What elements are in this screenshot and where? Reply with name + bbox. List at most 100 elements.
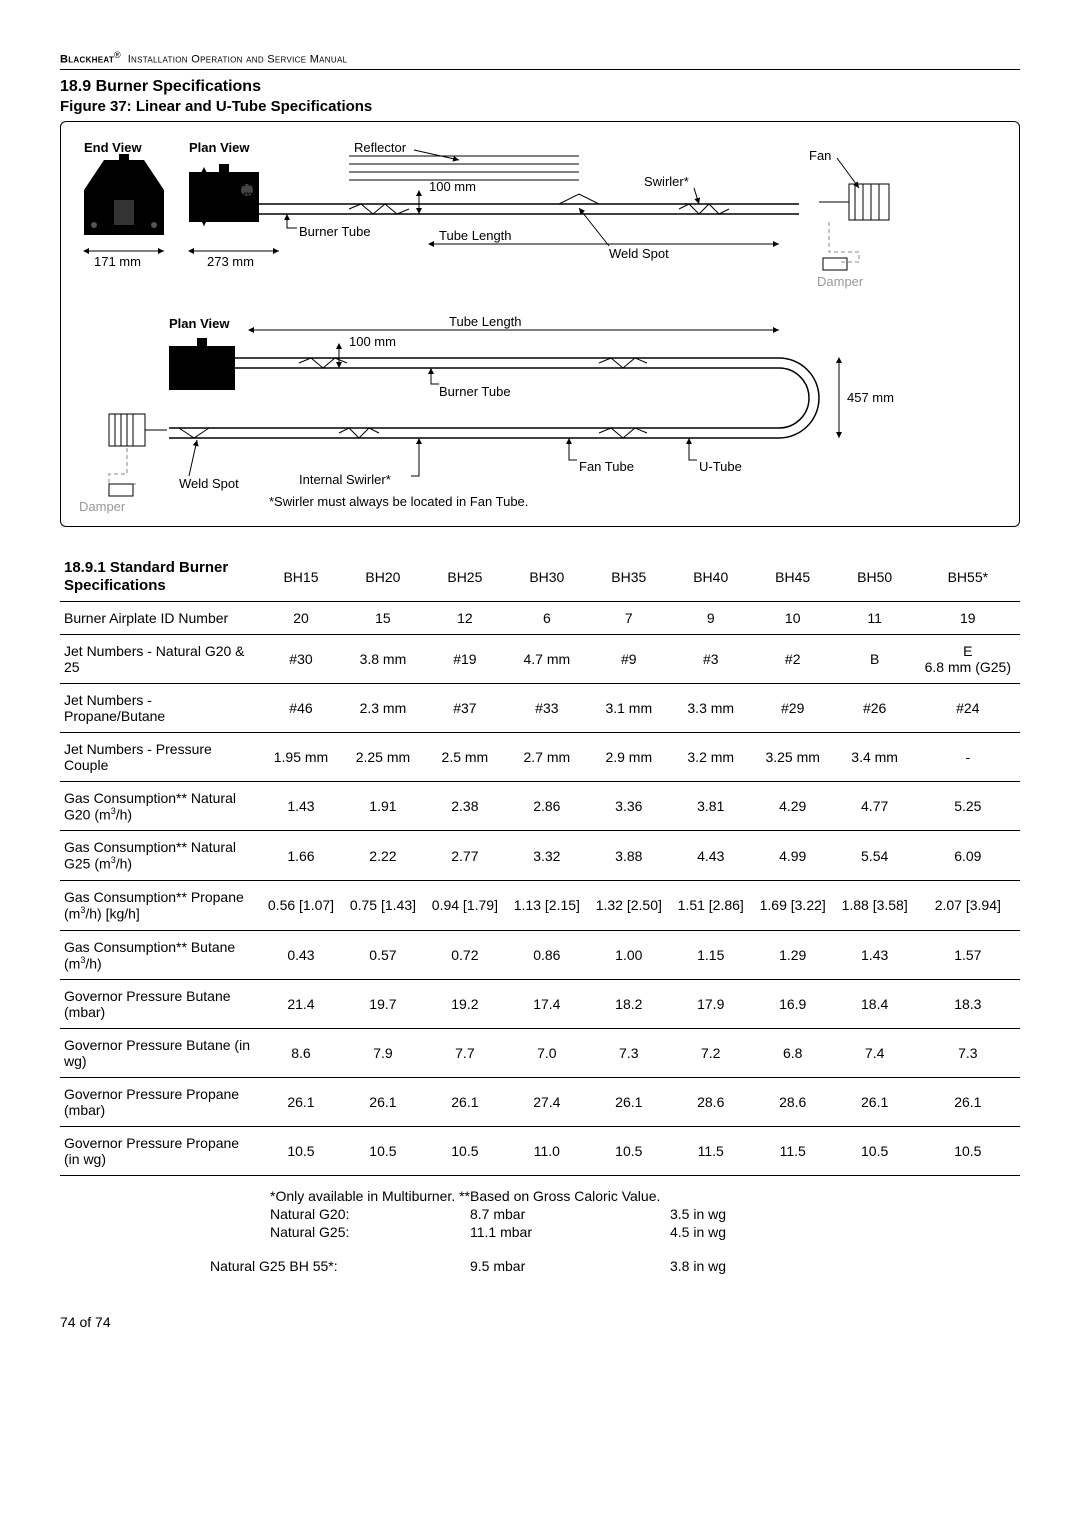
dim-100-bottom: 100 mm (349, 334, 396, 349)
footnotes: *Only available in Multiburner. **Based … (60, 1188, 1020, 1274)
row-label: Governor Pressure Butane (in wg) (60, 1029, 260, 1078)
cell: 20 (260, 601, 342, 634)
cell: 0.72 (424, 930, 506, 980)
fn-g25: Natural G25: (270, 1224, 400, 1240)
cell: 1.95 mm (260, 732, 342, 781)
cell: B (834, 634, 916, 683)
cell: 16.9 (752, 980, 834, 1029)
cell: 4.99 (752, 831, 834, 881)
cell: 10.5 (424, 1127, 506, 1176)
cell: 26.1 (834, 1078, 916, 1127)
cell: 7 (588, 601, 670, 634)
cell: #3 (670, 634, 752, 683)
cell: 1.51 [2.86] (670, 880, 752, 930)
cell: #24 (916, 683, 1020, 732)
cell: 1.15 (670, 930, 752, 980)
cell: 3.81 (670, 781, 752, 831)
table-row: Jet Numbers - Pressure Couple1.95 mm2.25… (60, 732, 1020, 781)
fn-g25bh55-wg: 3.8 in wg (670, 1258, 800, 1274)
fn-g20-mbar: 8.7 mbar (470, 1206, 600, 1222)
row-label: Gas Consumption** Propane (m3/h) [kg/h] (60, 880, 260, 930)
cell: 7.3 (916, 1029, 1020, 1078)
burner-tube-label-2: Burner Tube (439, 384, 511, 399)
cell: 10.5 (588, 1127, 670, 1176)
row-label: Governor Pressure Propane (in wg) (60, 1127, 260, 1176)
cell: 26.1 (916, 1078, 1020, 1127)
cell: 4.43 (670, 831, 752, 881)
tube-length-label-2: Tube Length (449, 314, 522, 329)
table-row: Gas Consumption** Butane (m3/h)0.430.570… (60, 930, 1020, 980)
row-label: Gas Consumption** Natural G25 (m3/h) (60, 831, 260, 881)
reflector-label: Reflector (354, 140, 407, 155)
cell: 7.7 (424, 1029, 506, 1078)
cell: 28.6 (752, 1078, 834, 1127)
cell: 7.4 (834, 1029, 916, 1078)
cell: 1.13 [2.15] (506, 880, 588, 930)
cell: 17.9 (670, 980, 752, 1029)
cell: 18.2 (588, 980, 670, 1029)
cell: 3.25 mm (752, 732, 834, 781)
col-bh45: BH45 (752, 553, 834, 602)
table-row: Gas Consumption** Natural G20 (m3/h)1.43… (60, 781, 1020, 831)
table-row: Governor Pressure Butane (in wg)8.67.97.… (60, 1029, 1020, 1078)
dim-100-top: 100 mm (429, 179, 476, 194)
cell: 1.43 (834, 930, 916, 980)
cell: #2 (752, 634, 834, 683)
burner-tube-label-1: Burner Tube (299, 224, 371, 239)
cell: 11.5 (670, 1127, 752, 1176)
cell: #33 (506, 683, 588, 732)
cell: 3.8 mm (342, 634, 424, 683)
table-row: Governor Pressure Butane (mbar)21.419.71… (60, 980, 1020, 1029)
dim-457: 457 mm (847, 390, 894, 405)
col-bh50: BH50 (834, 553, 916, 602)
cell: #29 (752, 683, 834, 732)
col-bh35: BH35 (588, 553, 670, 602)
cell: #30 (260, 634, 342, 683)
cell: 7.9 (342, 1029, 424, 1078)
header-suffix: Installation Operation and Service Manua… (128, 54, 348, 66)
cell: 26.1 (260, 1078, 342, 1127)
row-label: Governor Pressure Propane (mbar) (60, 1078, 260, 1127)
table-row: Burner Airplate ID Number201512679101119 (60, 601, 1020, 634)
cell: 1.57 (916, 930, 1020, 980)
fan-label: Fan (809, 148, 831, 163)
cell: 3.36 (588, 781, 670, 831)
cell: 3.3 mm (670, 683, 752, 732)
cell: 1.32 [2.50] (588, 880, 670, 930)
table-row: Jet Numbers - Natural G20 & 25#303.8 mm#… (60, 634, 1020, 683)
cell: 0.86 (506, 930, 588, 980)
svg-text:mm: mm (199, 183, 219, 197)
cell: 2.22 (342, 831, 424, 881)
cell: 1.66 (260, 831, 342, 881)
cell: 8.6 (260, 1029, 342, 1078)
row-label: Gas Consumption** Butane (m3/h) (60, 930, 260, 980)
col-bh30: BH30 (506, 553, 588, 602)
cell: E6.8 mm (G25) (916, 634, 1020, 683)
figure-title: Figure 37: Linear and U-Tube Specificati… (60, 98, 1020, 115)
row-label: Gas Consumption** Natural G20 (m3/h) (60, 781, 260, 831)
table-title: 18.9.1 Standard Burner Specifications (64, 559, 256, 595)
cell: 1.00 (588, 930, 670, 980)
cell: #9 (588, 634, 670, 683)
cell: 10.5 (260, 1127, 342, 1176)
cell: 19 (916, 601, 1020, 634)
cell: 4.29 (752, 781, 834, 831)
damper-label-2: Damper (79, 499, 126, 514)
cell: 10.5 (834, 1127, 916, 1176)
footnote-main: *Only available in Multiburner. **Based … (270, 1188, 1020, 1204)
cell: 10.5 (342, 1127, 424, 1176)
col-bh40: BH40 (670, 553, 752, 602)
table-row: Governor Pressure Propane (in wg)10.510.… (60, 1127, 1020, 1176)
col-bh55: BH55* (916, 553, 1020, 602)
cell: 0.57 (342, 930, 424, 980)
cell: 2.9 mm (588, 732, 670, 781)
cell: 10 (752, 601, 834, 634)
cell: 18.4 (834, 980, 916, 1029)
cell: 2.3 mm (342, 683, 424, 732)
cell: #19 (424, 634, 506, 683)
row-label: Jet Numbers - Natural G20 & 25 (60, 634, 260, 683)
cell: 10.5 (916, 1127, 1020, 1176)
col-bh20: BH20 (342, 553, 424, 602)
section-title: 18.9 Burner Specifications (60, 78, 1020, 96)
cell: 7.2 (670, 1029, 752, 1078)
